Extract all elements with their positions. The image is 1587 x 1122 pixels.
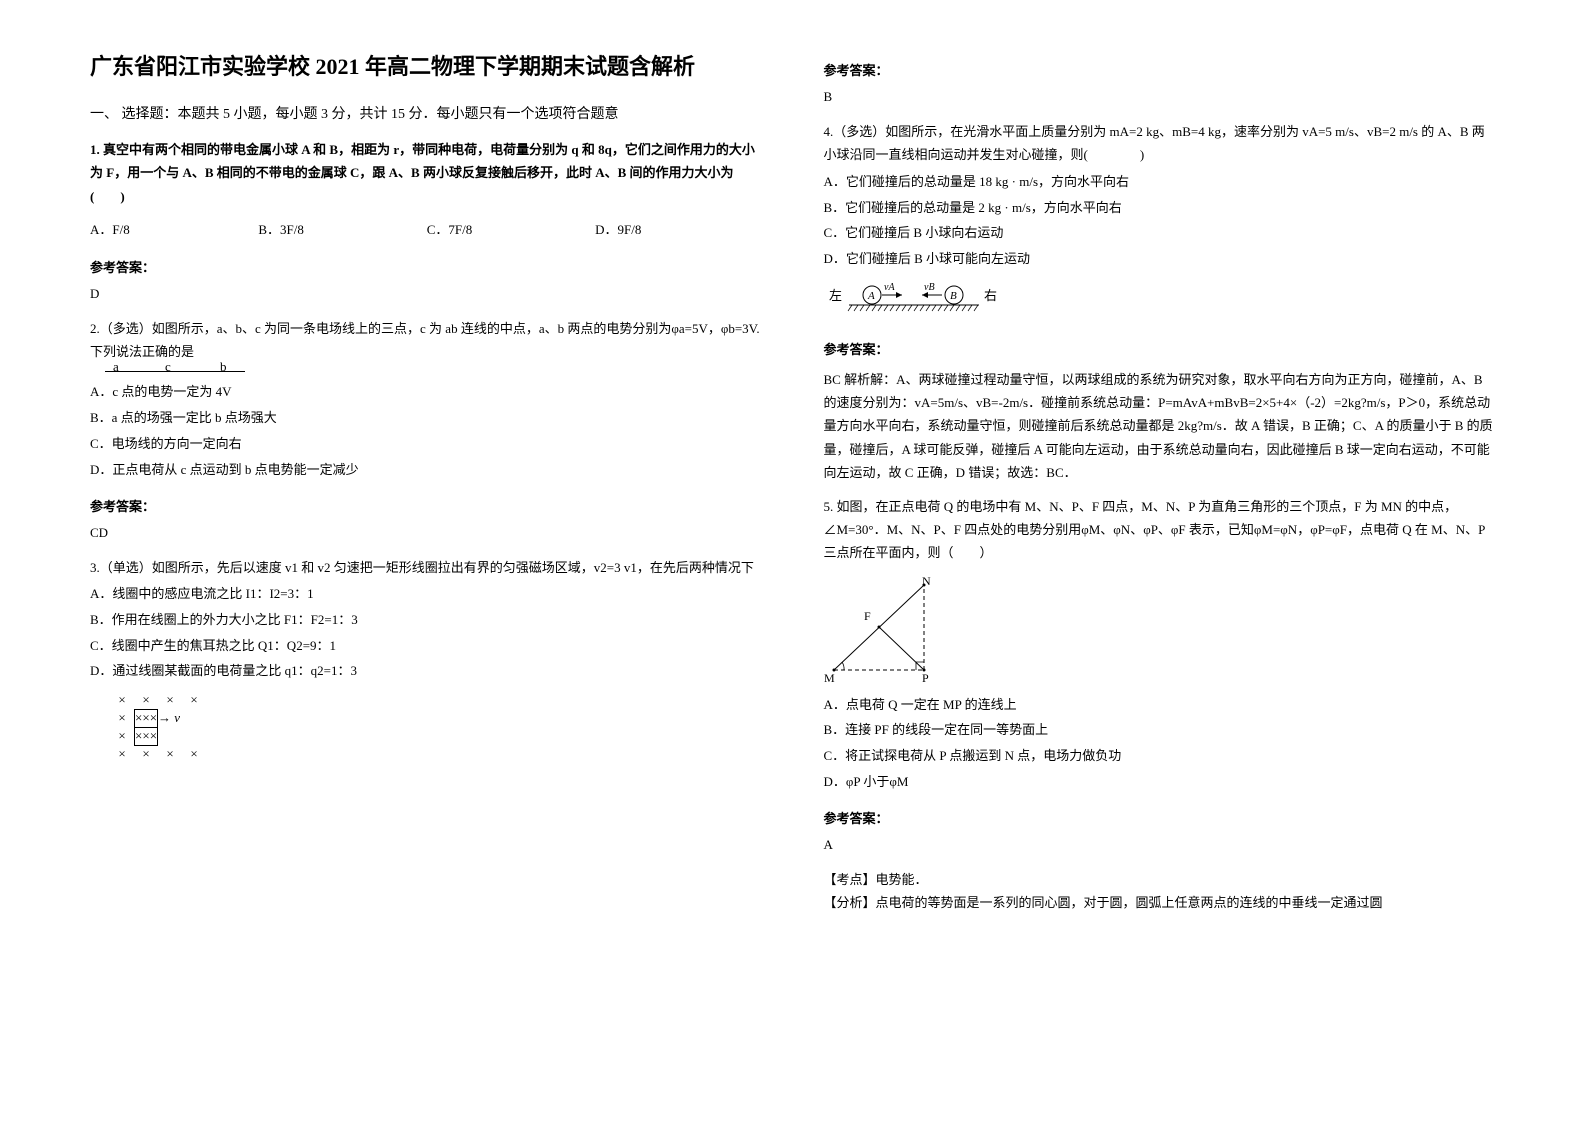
cross-icon: × <box>110 692 134 709</box>
cross-icon: × <box>158 746 182 763</box>
q4-answer-label: 参考答案： <box>824 339 1498 358</box>
right-column: 参考答案： B 4.（多选）如图所示，在光滑水平面上质量分别为 mA=2 kg、… <box>794 50 1528 1072</box>
cross-icon: × <box>150 710 157 725</box>
q1-opt-b: B．3F/8 <box>258 218 426 241</box>
question-4: 4.（多选）如图所示，在光滑水平面上质量分别为 mA=2 kg、mB=4 kg，… <box>824 120 1498 324</box>
q5-answer-label: 参考答案： <box>824 808 1498 827</box>
q5-text: 5. 如图，在正点电荷 Q 的电场中有 M、N、P、F 四点，M、N、P 为直角… <box>824 495 1498 565</box>
question-5: 5. 如图，在正点电荷 Q 的电场中有 M、N、P、F 四点，M、N、P 为直角… <box>824 495 1498 793</box>
coil-box-bottom: ××× <box>134 728 158 746</box>
cross-icon: × <box>158 692 182 709</box>
question-2: 2.（多选）如图所示，a、b、c 为同一条电场线上的三点，c 为 ab 连线的中… <box>90 317 764 481</box>
q5-diagram: N F M P <box>824 575 974 685</box>
cross-icon: × <box>182 692 206 709</box>
ball-b-label: B <box>950 290 957 302</box>
ball-a-label: A <box>867 290 875 302</box>
svg-text:F: F <box>864 609 871 623</box>
q4-opt-c: C．它们碰撞后 B 小球向右运动 <box>824 223 1498 244</box>
question-3: 3.（单选）如图所示，先后以速度 v1 和 v2 匀速把一矩形线圈拉出有界的匀强… <box>90 556 764 763</box>
q1-answer: D <box>90 286 764 302</box>
q2-opt-d: D．正点电荷从 c 点运动到 b 点电势能一定减少 <box>90 460 764 481</box>
q3-opt-c: C．线圈中产生的焦耳热之比 Q1：Q2=9：1 <box>90 636 764 657</box>
va-label: vA <box>884 282 895 293</box>
q2-opt-b: B．a 点的场强一定比 b 点场强大 <box>90 408 764 429</box>
hatch-pattern <box>848 305 978 311</box>
collision-svg: 左 A vA vB B 右 <box>824 280 1044 316</box>
cross-icon: × <box>150 728 157 743</box>
q5-opt-a: A．点电荷 Q 一定在 MP 的连线上 <box>824 695 1498 716</box>
q3-opt-a: A．线圈中的感应电流之比 I1：I2=3：1 <box>90 584 764 605</box>
q2-diagram: a c b <box>105 371 245 372</box>
q2-opt-c: C．电场线的方向一定向右 <box>90 434 764 455</box>
q4-opt-b: B．它们碰撞后的总动量是 2 kg · m/s，方向水平向右 <box>824 198 1498 219</box>
vb-label: vB <box>924 282 935 293</box>
cross-icon: × <box>110 728 134 745</box>
cross-icon: × <box>182 746 206 763</box>
left-label: 左 <box>829 288 842 303</box>
q3-opt-b: B．作用在线圈上的外力大小之比 F1：F2=1：3 <box>90 610 764 631</box>
q1-opt-d: D．9F/8 <box>595 218 763 241</box>
svg-text:P: P <box>922 671 929 685</box>
q3-text: 3.（单选）如图所示，先后以速度 v1 和 v2 匀速把一矩形线圈拉出有界的匀强… <box>90 556 764 579</box>
q5-analysis: 【分析】点电荷的等势面是一系列的同心圆，对于圆，圆弧上任意两点的连线的中垂线一定… <box>824 891 1498 914</box>
q4-opt-d: D．它们碰撞后 B 小球可能向左运动 <box>824 249 1498 270</box>
q2-diagram-c: c <box>165 355 171 378</box>
cross-icon: × <box>110 710 134 727</box>
q5-opt-c: C．将正试探电荷从 P 点搬运到 N 点，电场力做负功 <box>824 746 1498 767</box>
q1-opt-c: C．7F/8 <box>427 218 595 241</box>
q1-opt-a: A．F/8 <box>90 218 258 241</box>
q2-answer-label: 参考答案： <box>90 496 764 515</box>
cross-icon: × <box>142 728 149 743</box>
q5-opt-b: B．连接 PF 的线段一定在同一等势面上 <box>824 720 1498 741</box>
q2-opt-a: A．c 点的电势一定为 4V <box>90 382 764 403</box>
q5-opt-d: D．φP 小于φM <box>824 772 1498 793</box>
cross-icon: × <box>134 746 158 763</box>
q2-diagram-b: b <box>220 355 227 378</box>
section-header: 一、 选择题：本题共 5 小题，每小题 3 分，共计 15 分．每小题只有一个选… <box>90 103 764 123</box>
q3-answer-label: 参考答案： <box>824 60 1498 79</box>
question-1: 1. 真空中有两个相同的带电金属小球 A 和 B，相距为 r，带同种电荷，电荷量… <box>90 138 764 242</box>
coil-box: ××× <box>134 709 158 728</box>
cross-icon: × <box>110 746 134 763</box>
q2-answer: CD <box>90 525 764 541</box>
q4-text: 4.（多选）如图所示，在光滑水平面上质量分别为 mA=2 kg、mB=4 kg，… <box>824 120 1498 167</box>
q1-answer-label: 参考答案： <box>90 257 764 276</box>
q1-options: A．F/8 B．3F/8 C．7F/8 D．9F/8 <box>90 218 764 241</box>
svg-text:M: M <box>824 671 835 685</box>
arrow-icon: → v <box>158 710 180 727</box>
q3-diagram: × × × × × ××× → v × ××× × × × <box>110 692 764 763</box>
q4-opt-a: A．它们碰撞后的总动量是 18 kg · m/s，方向水平向右 <box>824 172 1498 193</box>
q2-diagram-a: a <box>113 355 119 378</box>
q3-answer: B <box>824 89 1498 105</box>
q4-answer: BC 解析解：A、两球碰撞过程动量守恒，以两球组成的系统为研究对象，取水平向右方… <box>824 368 1498 485</box>
cross-icon: × <box>134 692 158 709</box>
q5-topic: 【考点】电势能． <box>824 868 1498 891</box>
left-column: 广东省阳江市实验学校 2021 年高二物理下学期期末试题含解析 一、 选择题：本… <box>60 50 794 1072</box>
q3-opt-d: D．通过线圈某截面的电荷量之比 q1：q2=1：3 <box>90 661 764 682</box>
cross-icon: × <box>142 710 149 725</box>
right-label: 右 <box>984 288 997 303</box>
q5-answer: A <box>824 837 1498 853</box>
q2-text: 2.（多选）如图所示，a、b、c 为同一条电场线上的三点，c 为 ab 连线的中… <box>90 317 764 364</box>
document-title: 广东省阳江市实验学校 2021 年高二物理下学期期末试题含解析 <box>90 50 764 83</box>
q4-diagram: 左 A vA vB B 右 <box>824 280 1498 324</box>
q1-text: 1. 真空中有两个相同的带电金属小球 A 和 B，相距为 r，带同种电荷，电荷量… <box>90 138 764 208</box>
